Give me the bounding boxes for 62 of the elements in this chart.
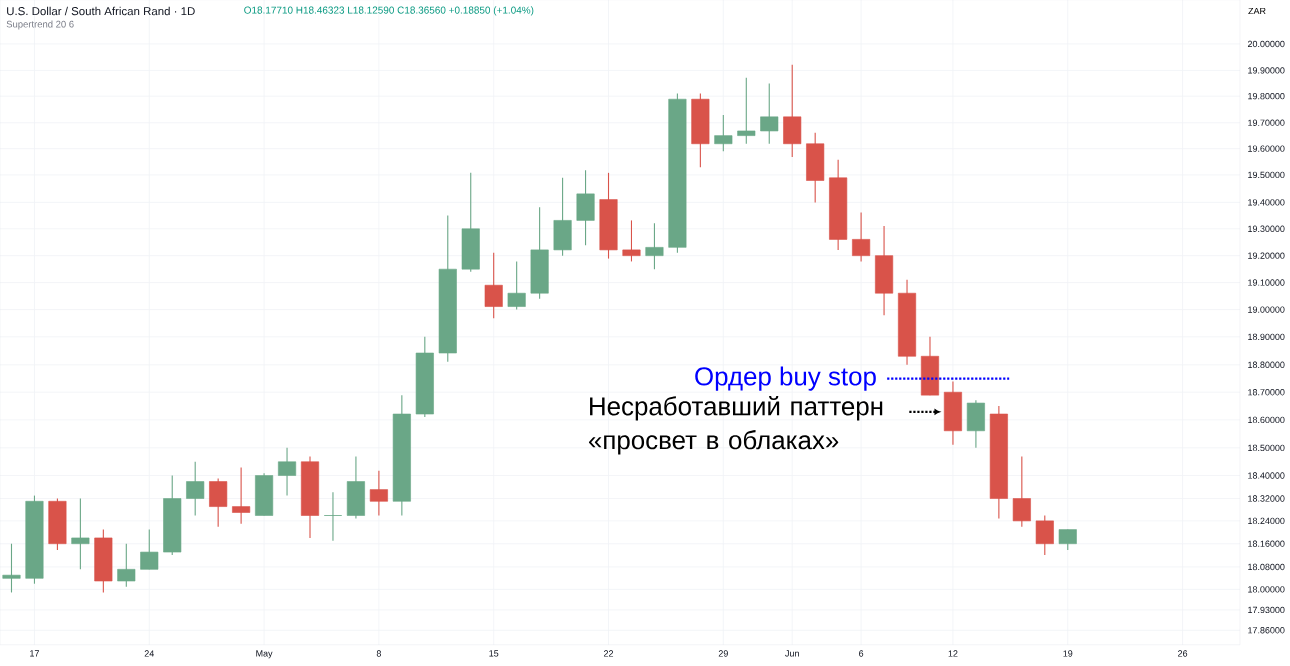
- y-tick-label: 18.90000: [1248, 333, 1285, 341]
- x-tick-label: 15: [489, 650, 499, 657]
- y-tick-label: 18.08000: [1248, 563, 1285, 571]
- candlestick: [1012, 455, 1031, 528]
- y-tick-label: 18.80000: [1248, 361, 1285, 368]
- x-tick-label: 17: [30, 650, 39, 657]
- y-tick-label: 17.93000: [1248, 606, 1285, 614]
- x-tick-label: 29: [718, 650, 728, 657]
- candlestick: [760, 83, 779, 145]
- x-tick-label: 22: [603, 650, 614, 657]
- y-tick-label: 19.20000: [1248, 252, 1285, 259]
- candlestick: [484, 252, 503, 319]
- annotation: Supertrend 20 6: [6, 20, 74, 30]
- y-tick-label: 18.50000: [1248, 444, 1285, 452]
- candlestick: [622, 219, 641, 262]
- y-tick-label: 19.40000: [1248, 199, 1285, 206]
- annotation: O18.17710 H18.46323 L18.12590 C18.36560 +0.18850 (+1.04%): [244, 6, 534, 16]
- y-tick-label: 20.00000: [1247, 40, 1285, 48]
- x-tick-label: May: [256, 650, 273, 659]
- ref-line-label: Ордер buy stop: [695, 366, 876, 391]
- x-tick-label: 24: [144, 650, 154, 657]
- y-tick-label: 19.80000: [1248, 93, 1285, 100]
- y-tick-label: 17.86000: [1248, 627, 1285, 634]
- candlestick: [369, 470, 388, 517]
- candlestick: [278, 447, 297, 497]
- x-tick-label: 6: [859, 650, 864, 657]
- y-tick-label: 18.70000: [1248, 389, 1285, 396]
- candlestick: [645, 222, 664, 270]
- candlestick: [323, 491, 342, 542]
- y-tick-label: 18.24000: [1248, 517, 1285, 525]
- candlestick: [232, 466, 251, 525]
- y-tick-label: 19.60000: [1248, 145, 1285, 152]
- candlestick: [186, 461, 205, 517]
- candlestick: [140, 529, 159, 570]
- y-tick-label: 19.50000: [1248, 171, 1285, 179]
- candlestick: [71, 497, 90, 570]
- y-tick-label: 19.10000: [1248, 279, 1285, 286]
- y-tick-label: 18.32000: [1248, 495, 1285, 502]
- x-tick-label: Jun: [785, 650, 799, 657]
- x-tick-label: 19: [1063, 650, 1073, 657]
- y-axis-title: ZAR: [1248, 7, 1266, 15]
- y-tick-label: 18.16000: [1248, 540, 1285, 547]
- chart-title: U.S. Dollar / South African Rand · 1D: [7, 6, 195, 16]
- y-tick-label: 18.60000: [1248, 416, 1285, 424]
- candlestick: [507, 260, 526, 311]
- y-tick-label: 18.40000: [1248, 472, 1285, 479]
- candlestick: [117, 543, 136, 588]
- y-tick-label: 19.30000: [1248, 225, 1285, 232]
- x-tick-label: 26: [1178, 650, 1188, 657]
- x-tick-label: 12: [948, 650, 958, 657]
- candlestick: [714, 114, 733, 152]
- candlestick: [2, 543, 21, 594]
- candlestick: [737, 77, 756, 145]
- y-tick-label: 19.70000: [1248, 119, 1285, 126]
- annotation: Несработавший паттерн «просвет в облаках»: [588, 396, 883, 455]
- candlestick: [1058, 529, 1077, 551]
- y-tick-label: 18.00000: [1248, 586, 1285, 593]
- candlestick: [1035, 514, 1054, 556]
- y-tick-label: 19.00000: [1248, 306, 1285, 313]
- y-tick-label: 19.90000: [1248, 67, 1285, 74]
- candlestick: [852, 211, 871, 262]
- x-tick-label: 8: [376, 650, 381, 657]
